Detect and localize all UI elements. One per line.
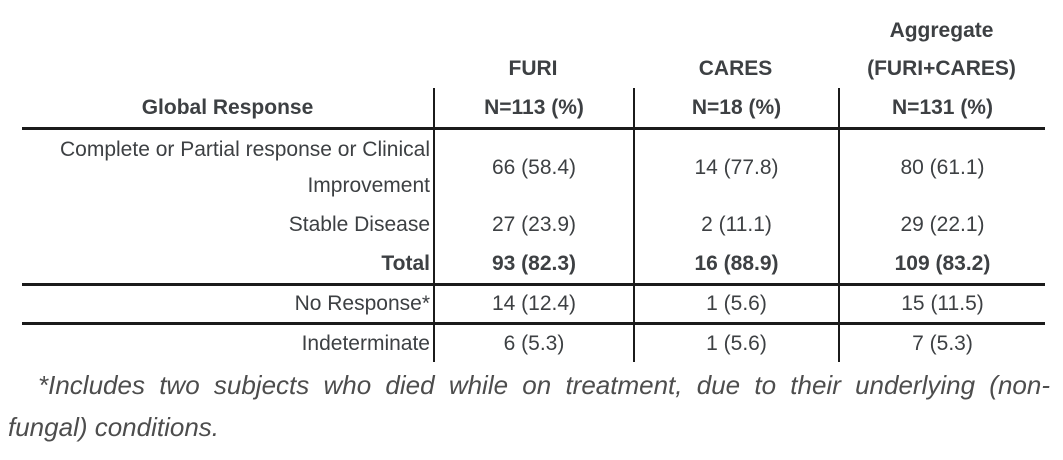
row-label-line1: Total <box>381 252 430 275</box>
table-row-indeterminate: Indeterminate 6 (5.3) 1 (5.6) 7 (5.3) <box>22 325 1045 362</box>
cell-value-cares: 1 (5.6) <box>633 286 838 322</box>
cell-value-cares: 16 (88.9) <box>633 245 838 283</box>
column-group-label-furi: FURI <box>508 57 558 80</box>
row-label: Total <box>22 245 433 283</box>
column-n-label-aggregate: N=131 (%) <box>838 88 1045 127</box>
table-row-complete-or-partial: Complete or Partial response or Clinical… <box>22 130 1045 205</box>
clinical-response-table: Global Response FURI N=113 (%) CARES N=1… <box>22 10 1045 362</box>
cell-value-aggregate: 109 (83.2) <box>838 245 1045 283</box>
header-cell-furi: FURI N=113 (%) <box>433 10 633 127</box>
row-label-line2: Improvement <box>307 173 430 197</box>
table-row-stable-disease: Stable Disease 27 (23.9) 2 (11.1) 29 (22… <box>22 205 1045 245</box>
response-section: Complete or Partial response or Clinical… <box>22 130 1045 286</box>
footnote: *Includes two subjects who died while on… <box>8 364 1050 448</box>
row-header-label: Global Response <box>141 96 314 119</box>
column-group-label-aggregate-line1: Aggregate <box>889 19 994 42</box>
row-label-line1: Indeterminate <box>301 331 430 355</box>
cell-value-aggregate: 29 (22.1) <box>838 205 1045 245</box>
header-cell-aggregate: Aggregate (FURI+CARES) N=131 (%) <box>838 10 1045 127</box>
table-row-no-response: No Response* 14 (12.4) 1 (5.6) 15 (11.5) <box>22 286 1045 325</box>
cell-value-furi: 66 (58.4) <box>433 130 633 205</box>
column-n-label-furi: N=113 (%) <box>433 88 633 127</box>
cell-value-aggregate: 15 (11.5) <box>838 286 1045 322</box>
row-label: No Response* <box>22 286 433 322</box>
column-group-label-aggregate-line2: (FURI+CARES) <box>867 57 1016 80</box>
footnote-line2: fungal) conditions. <box>8 412 220 442</box>
row-label: Stable Disease <box>22 205 433 245</box>
cell-value-cares: 1 (5.6) <box>633 325 838 362</box>
column-group-label-cares: CARES <box>698 57 773 80</box>
table-header-row: Global Response FURI N=113 (%) CARES N=1… <box>22 10 1045 130</box>
table-row-total: Total 93 (82.3) 16 (88.9) 109 (83.2) <box>22 245 1045 283</box>
row-label: Indeterminate <box>22 325 433 362</box>
header-cell-cares: CARES N=18 (%) <box>633 10 838 127</box>
row-label-line1: Stable Disease <box>288 213 430 236</box>
header-cell-global-response: Global Response <box>22 10 433 127</box>
footnote-line1: *Includes two subjects who died while on… <box>38 370 1050 400</box>
column-n-label-cares: N=18 (%) <box>633 88 838 127</box>
row-label-line1: Complete or Partial response or Clinical <box>60 137 430 161</box>
row-label: Complete or Partial response or Clinical… <box>22 130 433 205</box>
cell-value-furi: 14 (12.4) <box>433 286 633 322</box>
cell-value-furi: 93 (82.3) <box>433 245 633 283</box>
cell-value-furi: 27 (23.9) <box>433 205 633 245</box>
cell-value-aggregate: 80 (61.1) <box>838 130 1045 205</box>
cell-value-furi: 6 (5.3) <box>433 325 633 362</box>
row-label-line1: No Response* <box>294 292 430 315</box>
cell-value-cares: 14 (77.8) <box>633 130 838 205</box>
cell-value-aggregate: 7 (5.3) <box>838 325 1045 362</box>
cell-value-cares: 2 (11.1) <box>633 205 838 245</box>
